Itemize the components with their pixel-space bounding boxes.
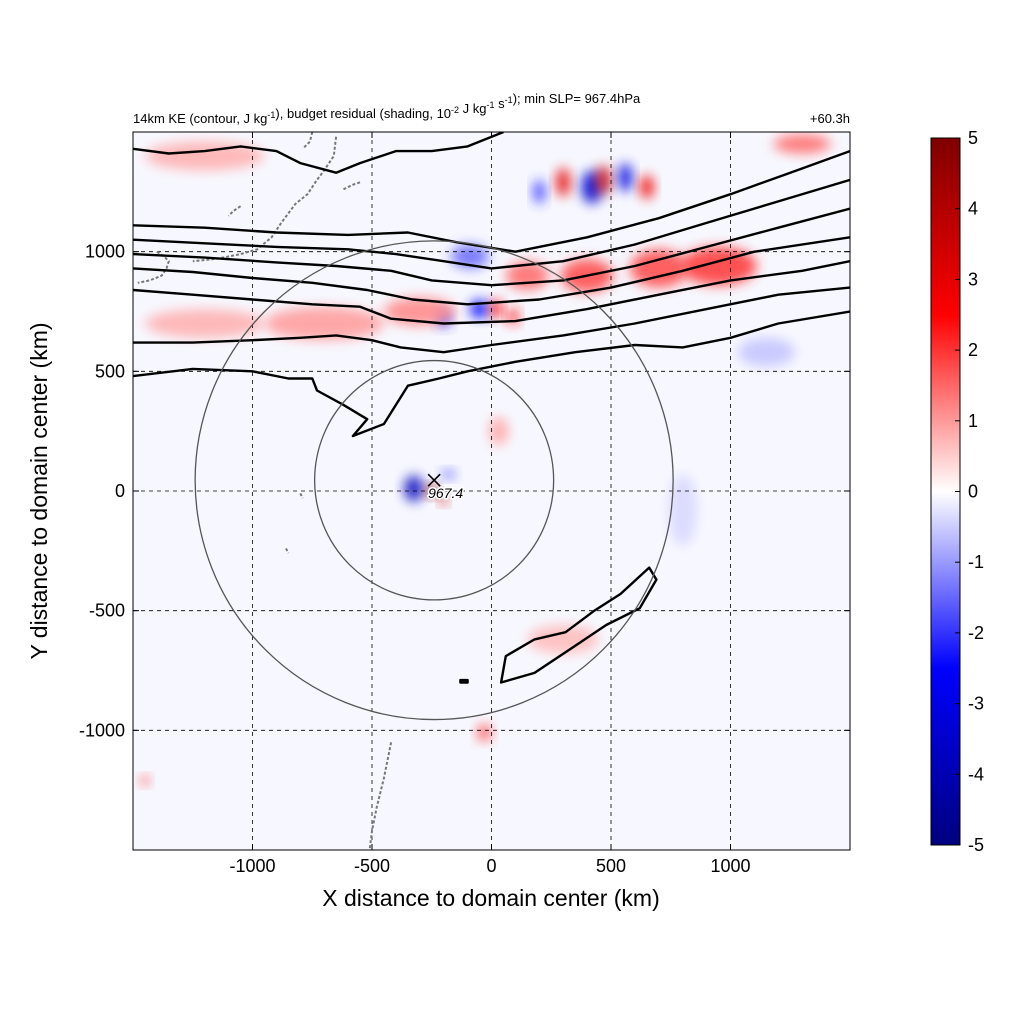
residual-feature bbox=[144, 141, 265, 171]
colorbar-tick-label: -1 bbox=[968, 552, 984, 572]
colorbar-tick-label: 4 bbox=[968, 199, 978, 219]
x-tick-label: 500 bbox=[596, 856, 626, 876]
residual-feature bbox=[489, 416, 509, 446]
storm-center-marker: 967.4 bbox=[427, 473, 465, 503]
residual-feature bbox=[596, 165, 612, 195]
x-tick-label: 1000 bbox=[710, 856, 750, 876]
residual-feature bbox=[144, 309, 265, 338]
y-tick-label: -1000 bbox=[79, 720, 125, 740]
ke-contour bbox=[133, 132, 504, 174]
residual-feature bbox=[527, 625, 600, 654]
coastline bbox=[368, 742, 393, 850]
residual-feature bbox=[140, 775, 150, 786]
residual-feature bbox=[630, 249, 688, 288]
storm-center-label: 967.4 bbox=[428, 485, 463, 501]
colorbar-tick-label: -2 bbox=[968, 623, 984, 643]
residual-feature bbox=[264, 306, 384, 341]
x-axis-ticks: -1000 -500 0 500 1000 bbox=[229, 132, 751, 876]
y-axis-label: Y distance to domain center (km) bbox=[26, 322, 52, 659]
colorbar-tick-label: -3 bbox=[968, 694, 984, 714]
y-tick-label: 1000 bbox=[85, 242, 125, 262]
coastline bbox=[137, 250, 170, 284]
residual-feature bbox=[450, 244, 490, 269]
ke-contour-closed bbox=[459, 678, 469, 684]
coastlines bbox=[137, 132, 393, 850]
x-tick-label: -500 bbox=[354, 856, 390, 876]
colorbar-tick-label: 0 bbox=[968, 482, 978, 502]
colorbar-tick-label: 2 bbox=[968, 340, 978, 360]
coastline bbox=[301, 132, 314, 150]
coastline bbox=[342, 181, 361, 191]
colorbar-tick-label: -4 bbox=[968, 764, 984, 784]
residual-feature bbox=[490, 299, 503, 319]
ke-contour-closed bbox=[499, 566, 658, 684]
x-tick-label: -1000 bbox=[229, 856, 275, 876]
ke-contour bbox=[133, 260, 850, 325]
y-axis-ticks: -1000 -500 0 500 1000 bbox=[79, 242, 850, 740]
y-tick-label: 0 bbox=[115, 481, 125, 501]
storm-x-stroke bbox=[427, 473, 441, 487]
colorbar-tick-label: 1 bbox=[968, 411, 978, 431]
coastline bbox=[192, 136, 338, 263]
y-tick-label: 500 bbox=[95, 361, 125, 381]
coastline bbox=[299, 492, 304, 499]
coastline bbox=[285, 547, 290, 554]
residual-feature bbox=[404, 475, 424, 502]
chart-time-label: +60.3h bbox=[810, 111, 850, 126]
range-circle bbox=[194, 240, 674, 721]
residual-feature bbox=[439, 496, 449, 505]
x-tick-label: 0 bbox=[486, 856, 496, 876]
ke-contour bbox=[133, 178, 850, 270]
residual-feature bbox=[773, 134, 831, 154]
residual-feature bbox=[556, 167, 571, 197]
residual-feature bbox=[477, 724, 492, 742]
residual-feature bbox=[639, 175, 655, 200]
residual-feature bbox=[533, 179, 546, 204]
range-circles bbox=[194, 240, 674, 721]
colorbar-tick-label: -5 bbox=[968, 835, 984, 855]
x-axis-label: X distance to domain center (km) bbox=[322, 885, 659, 911]
range-circle bbox=[313, 359, 555, 601]
colorbar-tick-label: 3 bbox=[968, 269, 978, 289]
colorbar-ticks: 5 4 3 2 1 0 -1 -2 -3 -4 -5 bbox=[955, 128, 984, 855]
ke-contour bbox=[133, 286, 850, 354]
ke-contour bbox=[133, 310, 850, 438]
ke-contour bbox=[133, 236, 850, 306]
chart-title: 14km KE (contour, J kg-1), budget residu… bbox=[133, 91, 641, 126]
residual-shading bbox=[140, 134, 831, 786]
residual-feature bbox=[618, 163, 633, 192]
residual-feature bbox=[737, 337, 796, 367]
residual-feature bbox=[668, 474, 698, 547]
coastline bbox=[227, 205, 242, 217]
colorbar-tick-label: 5 bbox=[968, 128, 978, 148]
residual-feature bbox=[441, 469, 456, 480]
y-tick-label: -500 bbox=[89, 601, 125, 621]
ke-contour bbox=[133, 207, 850, 287]
